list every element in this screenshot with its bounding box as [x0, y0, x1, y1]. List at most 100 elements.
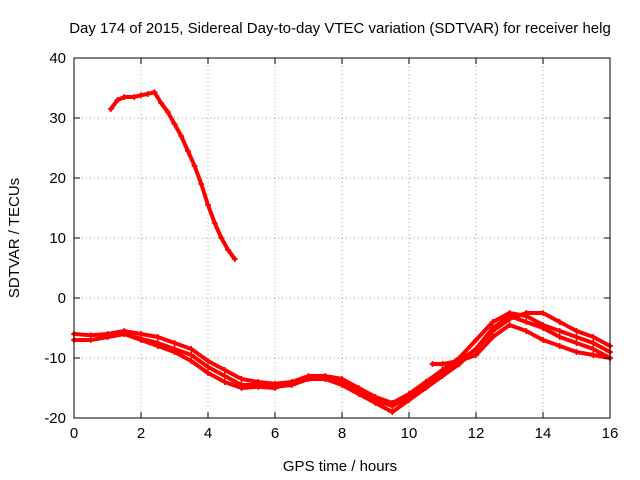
- data-point: [590, 346, 597, 352]
- data-point: [439, 361, 446, 367]
- y-tick-label: -10: [44, 350, 66, 367]
- x-tick-label: 2: [137, 425, 145, 442]
- data-point: [154, 334, 161, 340]
- data-point: [191, 163, 198, 169]
- data-point: [573, 340, 580, 346]
- series-arc-b: [71, 313, 613, 415]
- data-point: [389, 403, 396, 409]
- data-point: [556, 328, 563, 334]
- data-point: [231, 256, 238, 262]
- data-point: [238, 385, 245, 391]
- data-point: [188, 346, 195, 352]
- data-point: [164, 109, 171, 115]
- data-point: [489, 328, 496, 334]
- data-point: [590, 340, 597, 346]
- data-point: [151, 89, 158, 96]
- chart-title: Day 174 of 2015, Sidereal Day-to-day VTE…: [69, 20, 611, 37]
- data-point: [131, 94, 138, 100]
- data-point: [473, 337, 479, 343]
- data-point: [489, 319, 496, 325]
- data-point: [221, 379, 228, 385]
- y-tick-label: 40: [49, 50, 66, 67]
- data-point: [540, 337, 546, 343]
- data-point: [121, 331, 128, 337]
- series-arc-late: [429, 310, 613, 367]
- data-point: [205, 370, 211, 376]
- series-arc-c: [104, 322, 613, 409]
- data-point: [372, 397, 379, 403]
- data-point: [523, 310, 530, 316]
- data-point: [523, 319, 530, 325]
- data-point: [255, 383, 262, 390]
- x-tick-label: 10: [401, 425, 418, 442]
- x-tick-label: 14: [535, 425, 552, 442]
- data-point: [573, 349, 580, 355]
- y-tick-label: 0: [58, 290, 66, 307]
- data-point: [422, 382, 429, 388]
- data-point: [473, 346, 479, 352]
- data-point: [171, 340, 178, 346]
- data-point: [221, 367, 228, 373]
- x-tick-label: 6: [271, 425, 279, 442]
- data-point: [322, 376, 329, 382]
- data-point: [556, 334, 563, 340]
- grid: [74, 58, 610, 418]
- data-point: [288, 379, 295, 385]
- data-point: [339, 379, 345, 385]
- x-tick-label: 16: [602, 425, 619, 442]
- data-point: [439, 370, 446, 376]
- data-point: [171, 349, 178, 355]
- data-point: [540, 325, 546, 331]
- data-point: [178, 133, 185, 139]
- data-point: [506, 316, 513, 322]
- data-point: [171, 121, 178, 127]
- data-point: [355, 388, 362, 394]
- y-tick-label: 20: [49, 170, 66, 187]
- data-point: [87, 337, 94, 343]
- data-point: [523, 328, 530, 334]
- y-tick-label: 30: [49, 110, 66, 127]
- data-point: [121, 94, 128, 100]
- series-line: [108, 90, 237, 261]
- data-point: [590, 334, 597, 340]
- data-point: [556, 319, 563, 325]
- data-point: [429, 361, 436, 367]
- data-point: [184, 148, 191, 154]
- data-point: [104, 334, 111, 340]
- data-point: [188, 358, 195, 364]
- data-point: [188, 352, 195, 358]
- data-point: [406, 394, 412, 400]
- x-tick-label: 12: [468, 425, 485, 442]
- x-tick-label: 4: [204, 425, 212, 442]
- data-point: [489, 334, 496, 340]
- data-point: [198, 181, 205, 187]
- x-axis-label: GPS time / hours: [283, 458, 397, 475]
- data-point: [205, 358, 211, 364]
- data-point: [107, 106, 114, 112]
- y-tick-label: 10: [49, 230, 66, 247]
- y-axis-label: SDTVAR / TECUs: [6, 178, 23, 298]
- data-point: [138, 92, 144, 99]
- data-point: [205, 364, 211, 370]
- data-point: [238, 376, 245, 382]
- data-point: [138, 337, 144, 343]
- axis-ticks: 0 2 4 6 8 10 12 14 16 -20 -10 0 10 20 30 40: [44, 50, 618, 442]
- y-tick-label: -20: [44, 410, 66, 427]
- data-point: [540, 310, 546, 316]
- data-point: [590, 352, 597, 358]
- data-point: [221, 373, 228, 379]
- data-point: [211, 220, 218, 226]
- data-point: [114, 97, 121, 103]
- data-point: [218, 235, 225, 241]
- series-group: [71, 89, 613, 415]
- data-point: [158, 100, 165, 106]
- data-point: [456, 358, 463, 364]
- data-point: [506, 322, 513, 328]
- data-point: [225, 247, 232, 253]
- data-point: [473, 352, 479, 358]
- data-point: [573, 328, 580, 334]
- data-point: [205, 202, 211, 208]
- data-point: [305, 376, 312, 382]
- data-point: [272, 385, 278, 391]
